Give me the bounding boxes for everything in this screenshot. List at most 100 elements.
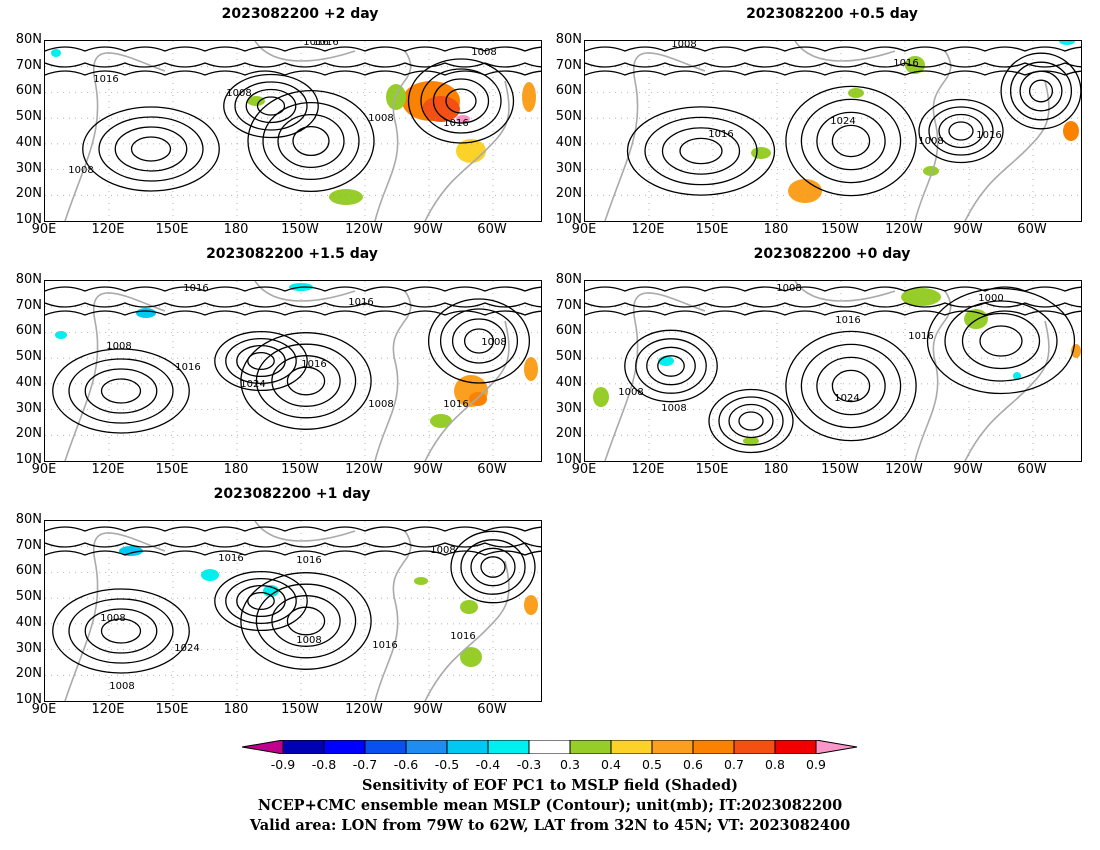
lat-tick-label: 70N: [15, 57, 42, 73]
lat-tick-label: 10N: [555, 212, 582, 227]
contour-label: 1024: [240, 379, 265, 390]
mslp-contour: [585, 46, 1081, 52]
map-plot: 1016 1016 1008 1008 1016 1024 1008 1016 1008: [45, 521, 541, 701]
lat-tick-label: 30N: [15, 400, 42, 416]
lon-tick-label: 180: [763, 222, 789, 237]
mslp-contour: [247, 591, 275, 611]
contour-label: 1016: [175, 362, 200, 373]
sensitivity-shade: [329, 189, 363, 205]
coastline: [914, 290, 952, 461]
coastline: [374, 530, 412, 701]
contour-label: 1008: [481, 337, 506, 348]
mslp-contour: [718, 396, 784, 446]
lat-tick-label: 70N: [15, 537, 42, 553]
mslp-contour: [100, 378, 142, 404]
lat-tick-label: 70N: [555, 57, 582, 73]
contour-label: 1008: [776, 283, 801, 294]
lon-tick-label: 90W: [413, 702, 443, 717]
lat-tick-label: 40N: [15, 134, 42, 150]
panel-title: 2023082200 +0 day: [753, 246, 911, 262]
lat-tick-label: 80N: [15, 512, 42, 527]
mslp-contour: [918, 98, 1004, 164]
contour-label: 1024: [830, 116, 855, 127]
contour-label: 1008: [109, 681, 134, 692]
contour-label: 1008: [106, 341, 131, 352]
contour-label: 1024: [834, 393, 859, 404]
lat-tick-label: 50N: [15, 589, 42, 605]
sensitivity-shade: [524, 357, 538, 381]
contour-label: 1016: [183, 283, 208, 294]
sensitivity-shade: [524, 595, 538, 615]
mslp-contour: [480, 556, 506, 578]
lon-tick-label: 120W: [345, 462, 383, 477]
mslp-contour: [223, 73, 319, 139]
mslp-contour: [84, 368, 158, 414]
lon-tick-label: 120W: [885, 222, 923, 237]
lat-tick-label: 80N: [555, 32, 582, 47]
coastline: [604, 52, 706, 221]
sensitivity-shade: [422, 96, 460, 122]
lon-tick-label: 60W: [477, 462, 507, 477]
colorbar-tick-label: -0.8: [311, 757, 337, 772]
mslp-contour: [785, 330, 917, 442]
mslp-contour: [45, 526, 541, 532]
sensitivity-shade: [1063, 121, 1079, 141]
mslp-contour: [82, 106, 220, 192]
lat-tick-label: 40N: [15, 374, 42, 390]
contour-label: 1016: [296, 555, 321, 566]
mslp-contour: [84, 608, 158, 654]
lon-tick-label: 60W: [1017, 462, 1047, 477]
contour-label: 1008: [368, 399, 393, 410]
mslp-contour: [427, 298, 531, 384]
lat-tick-label: 30N: [15, 160, 42, 176]
sensitivity-shade: [201, 569, 219, 581]
mslp-contour: [938, 113, 984, 149]
mslp-contour: [585, 62, 1081, 68]
lat-tick-label: 10N: [15, 452, 42, 467]
mslp-contour: [407, 58, 515, 144]
mslp-contour: [262, 101, 360, 181]
colorbar-segment: [405, 740, 448, 754]
sensitivity-shade: [51, 49, 61, 57]
lat-tick-label: 10N: [15, 212, 42, 227]
mslp-contour: [738, 411, 764, 431]
contour-label: 1016: [443, 118, 468, 129]
mslp-contour: [277, 113, 345, 169]
mslp-contour: [585, 70, 1081, 76]
colorbar-segment: [528, 740, 571, 754]
lon-tick-label: 150E: [155, 702, 189, 717]
contour-label: 1008: [226, 88, 251, 99]
coastline: [794, 41, 896, 62]
mslp-contour: [785, 85, 917, 197]
lon-tick-label: 180: [223, 222, 249, 237]
coastline: [794, 281, 896, 302]
mslp-contour: [1000, 52, 1081, 130]
contour-label: 1016: [976, 130, 1001, 141]
colorbar-tick-label: 0.9: [806, 757, 826, 772]
mslp-contour: [450, 530, 536, 604]
contour-label: 1016: [301, 359, 326, 370]
colorbar-segment: [733, 740, 776, 754]
lat-tick-label: 60N: [555, 323, 582, 339]
sensitivity-shade: [456, 115, 470, 123]
sensitivity-shade: [55, 331, 67, 339]
lon-tick-label: 150W: [821, 462, 859, 477]
colorbar-end-low: [242, 740, 284, 754]
lon-tick-label: 120E: [91, 702, 125, 717]
mslp-contour: [961, 312, 1041, 370]
coastline: [374, 290, 412, 461]
mslp-contour: [225, 337, 297, 385]
lon-tick-label: 120E: [631, 222, 665, 237]
mslp-contour: [240, 332, 372, 430]
coastline: [604, 292, 706, 461]
lat-tick-label: 10N: [555, 452, 582, 467]
mslp-contour: [831, 369, 871, 403]
lat-tick-label: 20N: [555, 426, 582, 442]
coastline: [424, 320, 510, 461]
coastline: [374, 50, 412, 221]
panel-title: 2023082200 +2 day: [221, 6, 379, 22]
lat-tick-label: 30N: [555, 400, 582, 416]
sensitivity-shade: [658, 356, 674, 366]
mslp-contour: [45, 62, 541, 68]
colorbar-tick-label: 0.5: [642, 757, 662, 772]
